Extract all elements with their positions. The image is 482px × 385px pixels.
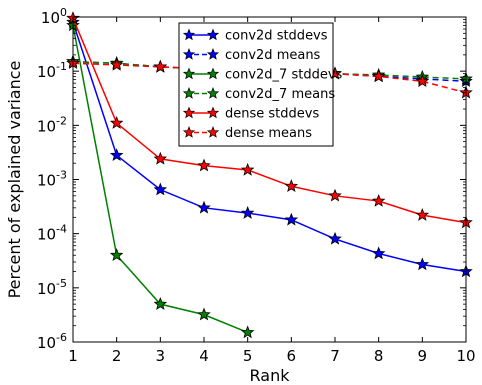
legend-marker (206, 87, 220, 99)
y-tick-label: 10-6 (37, 331, 67, 352)
x-axis-label: Rank (250, 366, 291, 385)
legend-item: dense stddevs (182, 106, 319, 122)
x-tick-label: 5 (243, 347, 253, 365)
legend-marker (206, 28, 220, 41)
data-point (153, 297, 168, 310)
y-tick-label: 10-5 (37, 277, 67, 298)
legend-marker (182, 48, 196, 60)
data-point (153, 151, 168, 165)
data-point (197, 158, 211, 172)
x-tick-label: 7 (330, 347, 340, 365)
y-tick-label: 10-2 (37, 114, 67, 135)
legend-label: dense stddevs (225, 107, 319, 122)
x-tick-label: 8 (374, 347, 384, 365)
legend-marker (182, 67, 196, 80)
x-tick-label: 10 (456, 347, 475, 365)
data-point (109, 57, 124, 71)
data-point (109, 248, 124, 261)
data-point (415, 257, 430, 271)
x-tick-label: 9 (418, 347, 428, 365)
data-point (109, 148, 124, 162)
series-line (72, 60, 467, 80)
data-point (284, 179, 299, 193)
data-point (109, 115, 124, 129)
legend-label: conv2d_7 stddevs (225, 68, 343, 83)
ticks-layer: 1 2 3 4 5 6 7 8 9 10 10-6 10-5 10-4 10-3 10-2 10-1 100 (37, 6, 476, 365)
legend-marker (182, 126, 196, 138)
legend-marker (182, 106, 196, 119)
data-point (153, 59, 168, 73)
x-tick-label: 6 (287, 347, 297, 365)
series-line (72, 22, 467, 273)
data-point (328, 231, 342, 245)
legend-label: conv2d stddevs (225, 29, 328, 44)
y-tick-label: 10-3 (37, 169, 67, 190)
legend-item: conv2d_7 means (182, 87, 335, 102)
data-point (240, 162, 255, 176)
data-point (371, 246, 386, 260)
legend-item: conv2d stddevs (182, 28, 328, 44)
data-point (415, 208, 430, 221)
legend-marker (182, 28, 196, 41)
x-tick-label: 3 (156, 347, 166, 365)
legend-label: dense means (225, 126, 312, 141)
x-tick-label: 1 (68, 347, 78, 365)
data-point (240, 205, 255, 219)
data-point (328, 188, 342, 202)
legend-item: dense means (182, 126, 312, 141)
data-point (415, 74, 430, 88)
data-point (197, 307, 211, 321)
legend-marker (206, 48, 220, 60)
data-point (240, 325, 255, 339)
legend-item: conv2d_7 stddevs (182, 67, 343, 83)
legend-box (178, 22, 334, 147)
data-point (153, 182, 168, 196)
x-tick-label: 4 (199, 347, 209, 365)
y-tick-label: 100 (41, 6, 67, 27)
legend-item: conv2d means (182, 48, 321, 63)
data-point (284, 212, 299, 226)
series-0 (66, 15, 473, 278)
data-point (371, 193, 386, 207)
x-tick-label: 2 (112, 347, 122, 365)
legend-marker (206, 126, 220, 138)
legend: conv2d stddevs conv2d means conv2d_7 stdde… (178, 22, 343, 147)
data-point (197, 200, 211, 214)
data-point (371, 69, 386, 83)
legend-marker (182, 87, 196, 99)
legend-marker (206, 106, 220, 119)
legend-marker (206, 67, 220, 80)
legend-label: conv2d means (225, 48, 321, 63)
y-tick-label: 10-1 (37, 60, 67, 81)
series-line (72, 17, 467, 224)
y-axis-label: Percent of explained variance (5, 61, 24, 299)
legend-label: conv2d_7 means (225, 87, 335, 102)
y-tick-label: 10-4 (37, 223, 67, 244)
series-line (72, 62, 467, 94)
